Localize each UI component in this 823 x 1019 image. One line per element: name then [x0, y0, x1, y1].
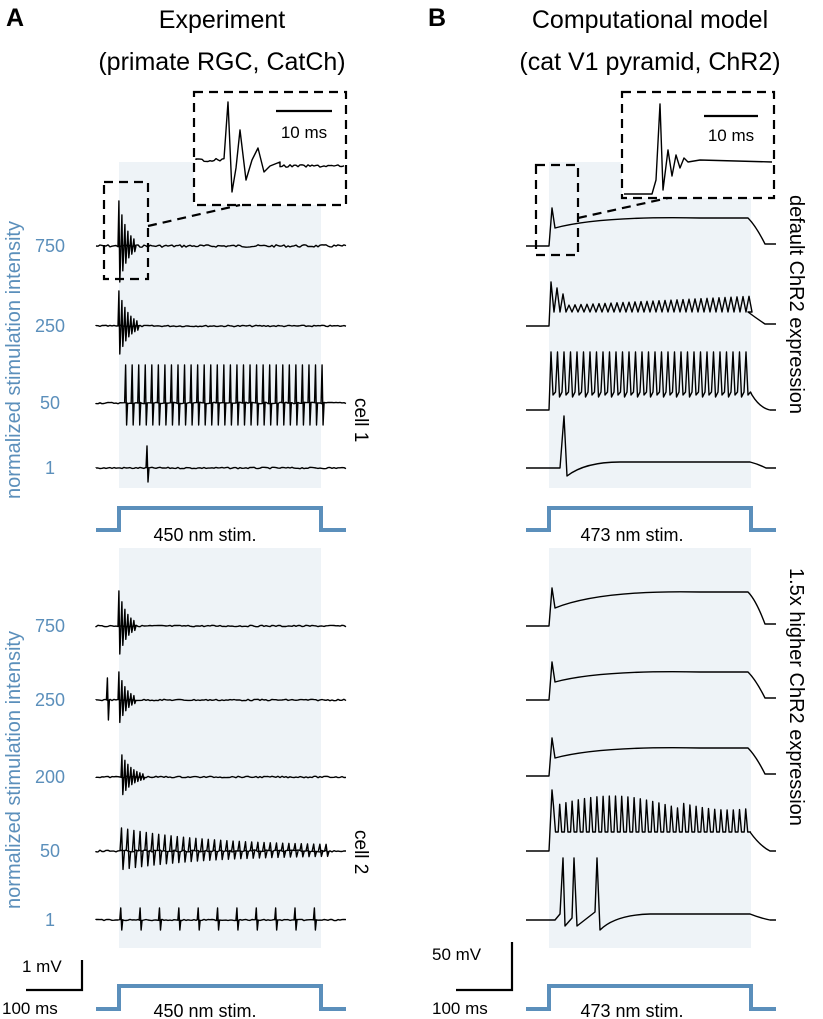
panel-b-title: Computational model: [532, 6, 768, 34]
tick-label-a1-3: 1: [45, 458, 55, 478]
zoom-region-a: [102, 180, 150, 281]
y-axis-label-bottom: normalized stimulation intensity: [3, 631, 25, 909]
scalebar-b-vertical-label: 50 mV: [432, 945, 482, 964]
stim-trace-a-top: [96, 506, 346, 532]
inset-b-scalebar-label: 10 ms: [708, 126, 754, 145]
stim-trace-b-bottom: [526, 984, 776, 1011]
scalebar-a-horizontal-label: 100 ms: [2, 999, 58, 1018]
tick-label-a1-0: 750: [35, 236, 65, 256]
zoom-region-b: [534, 163, 580, 257]
trace-b1-4: [526, 415, 776, 477]
inset-a-scalebar-label: 10 ms: [281, 123, 327, 142]
panel-letter-b: B: [428, 4, 446, 32]
trace-a2-200: [95, 754, 347, 796]
trace-a1-750: [95, 200, 347, 283]
scalebar-a: [26, 960, 84, 992]
trace-group: [95, 200, 776, 931]
trace-a2-250: [95, 671, 347, 724]
panel-letter-a: A: [6, 4, 24, 32]
trace-a1-1: [95, 445, 347, 483]
tick-label-a2-2: 200: [35, 767, 65, 787]
inset-b-background: [622, 92, 774, 198]
stim-window-a-bottom: [119, 548, 321, 948]
inset-a-trace: [195, 101, 345, 193]
stim-window-b-top: [549, 162, 751, 488]
stim-label-b-bottom: 473 nm stim.: [580, 1001, 683, 1019]
tick-label-a1-1: 250: [35, 316, 65, 336]
trace-b1-2: [526, 281, 776, 327]
scalebar-a-vertical-label: 1 mV: [22, 957, 62, 976]
scalebar-b: [456, 942, 514, 992]
default-expression-label: default ChR2 expression: [785, 195, 807, 414]
stim-label-b-top: 473 nm stim.: [580, 525, 683, 545]
trace-a2-50: [95, 827, 347, 871]
stim-label-a-top: 450 nm stim.: [153, 525, 256, 545]
trace-a1-50: [95, 364, 347, 426]
panel-a-subtitle: (primate RGC, CatCh): [98, 48, 345, 76]
trace-b2-3: [526, 737, 776, 777]
inset-a-background: [194, 92, 346, 205]
cell-1-label: cell 1: [350, 398, 371, 442]
stim-trace-a-bottom: [96, 984, 346, 1011]
trace-a2-1: [95, 907, 347, 931]
cell-2-label: cell 2: [350, 830, 371, 874]
inset-box-b: [620, 90, 776, 200]
trace-a1-250: [95, 290, 347, 355]
trace-b1-1: [526, 207, 776, 247]
stim-label-a-bottom: 450 nm stim.: [153, 1001, 256, 1019]
panel-b-subtitle: (cat V1 pyramid, ChR2): [519, 48, 780, 76]
inset-b-trace: [624, 103, 773, 195]
inset-trace-group: [195, 101, 773, 195]
panel-a-title: Experiment: [159, 6, 285, 34]
trace-b1-3: [526, 351, 776, 411]
tick-label-group: 750 250 50 1 750 250 200 50 1: [35, 236, 65, 930]
stim-trace-b-top: [526, 506, 776, 532]
inset-box-a: [192, 90, 348, 207]
trace-b2-2: [526, 661, 776, 701]
trace-b2-5: [526, 857, 776, 931]
tick-label-a1-2: 50: [40, 393, 60, 413]
trace-b2-1: [526, 587, 776, 627]
tick-label-a2-4: 1: [45, 910, 55, 930]
trace-b2-4: [526, 789, 776, 852]
tick-label-a2-0: 750: [35, 616, 65, 636]
zoom-connector-b: [577, 196, 669, 220]
scalebar-b-horizontal-label: 100 ms: [432, 999, 488, 1018]
higher-expression-label: 1.5x higher ChR2 expression: [785, 568, 807, 826]
tick-label-a2-1: 250: [35, 690, 65, 710]
tick-label-a2-3: 50: [40, 841, 60, 861]
zoom-connector-a: [147, 203, 241, 228]
trace-a2-750: [95, 590, 347, 655]
y-axis-label-top: normalized stimulation intensity: [3, 221, 25, 499]
